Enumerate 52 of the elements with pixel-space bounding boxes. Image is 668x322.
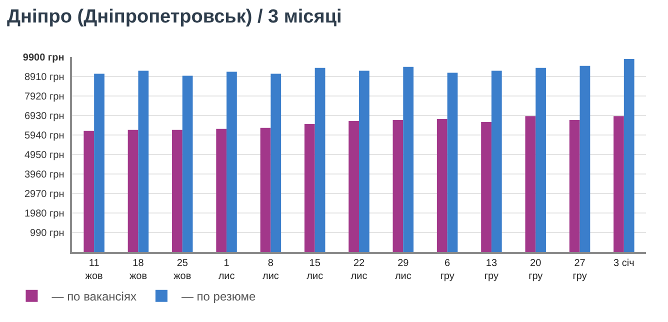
bar — [403, 66, 414, 252]
bar — [392, 120, 404, 252]
x-tick-label: 3 січ — [614, 258, 634, 269]
bar — [624, 58, 634, 252]
legend-label: — по резюме — [181, 290, 256, 304]
bar — [614, 116, 624, 252]
y-tick-label: 4950 грн — [24, 150, 64, 161]
chart-title: Дніпро (Дніпропетровськ) / 3 місяці — [7, 6, 342, 28]
bar — [94, 74, 104, 252]
y-tick-label: 3960 грн — [24, 170, 64, 180]
x-tick-label: 6 гру — [440, 258, 454, 282]
bar — [216, 128, 227, 252]
x-tick-label: 27 гру — [572, 258, 587, 282]
bar — [314, 68, 326, 252]
x-tick-label: 29 лис — [394, 258, 412, 282]
y-tick-label: 8910 грн — [24, 72, 64, 83]
x-tick-label: 15 лис — [306, 258, 324, 282]
bar — [580, 66, 590, 252]
x-tick-label: 8 лис — [262, 258, 279, 282]
x-tick-label: 11 жов — [85, 258, 103, 282]
x-tick-label: 20 гру — [528, 258, 543, 282]
bar — [182, 76, 193, 252]
x-tick-label: 1 лис — [218, 258, 235, 282]
bar — [304, 124, 315, 252]
bar — [84, 130, 94, 252]
bar — [348, 121, 359, 252]
legend-label: — по вакансіях — [52, 290, 136, 304]
bar — [536, 68, 546, 252]
y-tick-label: 5940 грн — [24, 130, 64, 142]
y-tick-label: 990 грн — [30, 228, 64, 239]
y-tick-label: 7920 грн — [24, 92, 64, 102]
x-tick-label: 13 гру — [484, 258, 499, 282]
y-tick-label: 2970 грн — [24, 189, 64, 200]
y-tick-label: 6930 грн — [24, 111, 64, 122]
bar — [447, 72, 458, 252]
bar — [128, 130, 138, 252]
bar — [226, 72, 237, 252]
x-tick-label: 22 лис — [350, 258, 368, 282]
y-tick-label: 1980 грн — [24, 208, 64, 220]
x-tick-label: 25 жов — [174, 258, 192, 282]
bar — [260, 128, 271, 252]
bar — [138, 70, 149, 252]
y-tick-label: 9900 грн — [22, 52, 64, 64]
bar — [481, 122, 492, 252]
bar — [525, 116, 536, 252]
bar — [172, 130, 182, 252]
bar — [270, 74, 282, 252]
bar — [491, 70, 502, 252]
bar — [359, 70, 370, 252]
x-tick-label: 18 жов — [129, 258, 148, 282]
bar — [569, 120, 580, 252]
bar — [436, 119, 448, 252]
